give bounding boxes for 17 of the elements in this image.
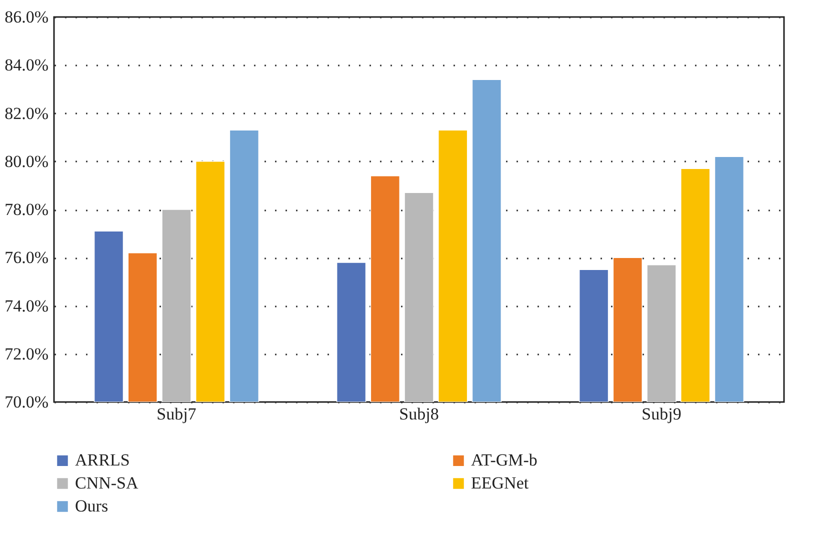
legend-label: ARRLS xyxy=(75,450,130,470)
legend-label: CNN-SA xyxy=(75,474,140,492)
y-tick-label: 84.0% xyxy=(4,56,48,75)
x-tick-label: Subj8 xyxy=(399,404,439,424)
x-tick-label: Subj9 xyxy=(642,404,682,424)
y-tick-label: 72.0% xyxy=(4,344,48,364)
y-tick-label: 74.0% xyxy=(4,296,48,316)
y-tick-label: 86.0% xyxy=(4,8,48,26)
y-tick-label: 78.0% xyxy=(4,200,48,219)
legend-label: AT-GM-b xyxy=(471,450,538,470)
legend-label: Ours xyxy=(75,496,108,516)
y-tick-label: 70.0% xyxy=(4,392,48,412)
y-tick-label: 76.0% xyxy=(4,248,48,268)
y-tick-label: 80.0% xyxy=(4,152,48,171)
x-tick-label: Subj7 xyxy=(156,404,197,424)
legend-label: EEGNet xyxy=(471,474,529,492)
y-tick-label: 82.0% xyxy=(4,104,48,123)
